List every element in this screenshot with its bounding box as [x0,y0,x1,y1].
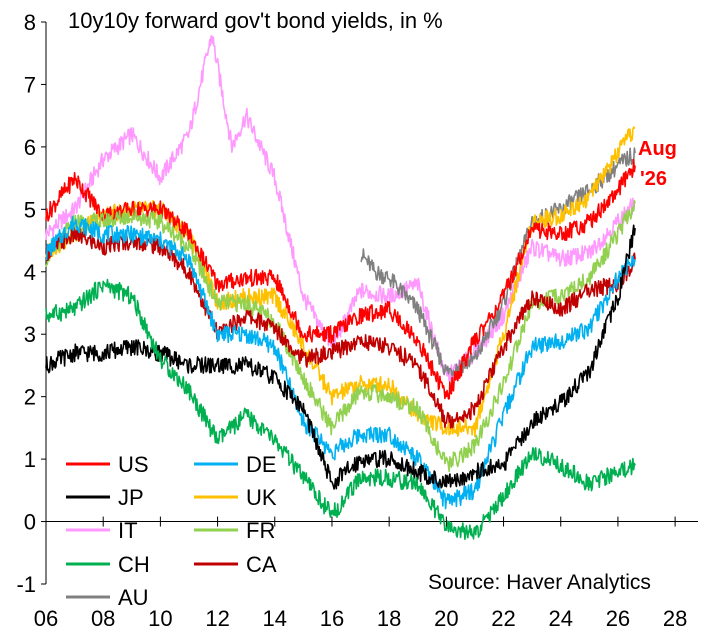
x-tick-labels: 06 08 10 12 14 16 18 20 22 24 26 28 [34,516,687,631]
legend-label-us: US [118,452,149,477]
x-tick-label: 18 [377,606,401,631]
y-tick-label: 7 [24,72,36,97]
legend-label-jp: JP [118,485,144,510]
y-tick-label: 8 [24,10,36,35]
source-note: Source: Haver Analytics [428,571,651,594]
x-tick-label: 16 [320,606,344,631]
y-tick-label: 2 [24,385,36,410]
legend-label-ch: CH [118,552,150,577]
axes [45,22,698,584]
x-tick-label: 20 [434,606,458,631]
x-tick-label: 06 [34,606,58,631]
annotation-line-2: '26 [640,168,667,190]
y-tick-label: 3 [24,322,36,347]
y-tick-label: 5 [24,197,36,222]
x-tick-label: 12 [205,606,229,631]
x-tick-label: 22 [491,606,515,631]
chart-title: 10y10y forward gov't bond yields, in % [68,8,443,33]
series-line-it [45,35,636,382]
legend-label-de: DE [246,452,277,477]
y-tick-label: -1 [16,572,36,597]
series-line-de [45,215,636,510]
legend-label-uk: UK [246,485,277,510]
x-tick-label: 08 [91,606,115,631]
annotation-line-1: Aug [638,138,677,160]
series-line-jp [45,224,636,490]
series-line-ch [45,278,636,540]
legend: US DE JP UK IT FR CH CA AU [66,452,277,610]
y-tick-label: 0 [24,510,36,535]
end-annotation: Aug '26 [638,138,677,190]
legend-label-ca: CA [246,552,277,577]
y-tick-label: 6 [24,135,36,160]
series-layer [45,35,636,540]
y-tick-label: 4 [24,260,36,285]
y-tick-label: 1 [24,447,36,472]
x-tick-label: 10 [148,606,172,631]
series-line-uk [45,126,636,438]
legend-label-fr: FR [246,518,275,543]
legend-label-au: AU [118,585,149,610]
series-line-au [360,147,636,377]
x-tick-label: 14 [263,606,287,631]
series-line-ca [45,226,636,429]
x-tick-label: 26 [606,606,630,631]
legend-label-it: IT [118,518,138,543]
x-tick-label: 24 [548,606,572,631]
series-line-us [45,158,636,400]
x-tick-label: 28 [663,606,687,631]
y-tick-labels: -1 0 1 2 3 4 5 6 7 8 [16,10,46,597]
